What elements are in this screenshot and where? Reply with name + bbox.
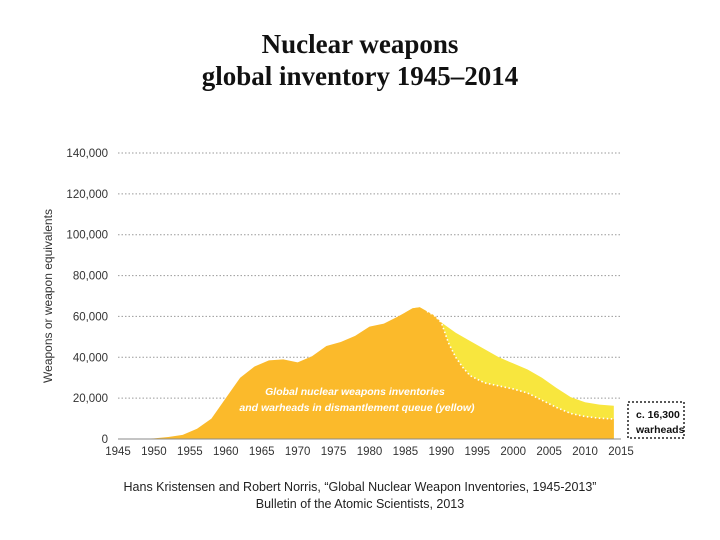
x-tick-label: 1995 <box>464 446 490 458</box>
y-tick-label: 40,000 <box>73 352 108 364</box>
y-tick-label: 60,000 <box>73 311 108 323</box>
x-tick-labels: 1945 1950 1955 1960 1965 1970 1975 1980 1985 1990… <box>105 446 634 458</box>
y-tick-label: 0 <box>102 434 108 446</box>
y-tick-label: 140,000 <box>66 148 108 160</box>
chart-title: Nuclear weapons global inventory 1945–20… <box>0 28 720 92</box>
x-tick-label: 1960 <box>213 446 239 458</box>
x-tick-label: 1980 <box>357 446 383 458</box>
x-tick-label: 1990 <box>429 446 455 458</box>
x-tick-label: 1950 <box>141 446 167 458</box>
x-tick-label: 1945 <box>105 446 131 458</box>
source-line2: Bulletin of the Atomic Scientists, 2013 <box>255 497 465 511</box>
inside-annotation-line1: Global nuclear weapons inventories <box>265 386 445 398</box>
chart-title-line1: Nuclear weapons <box>261 29 459 59</box>
x-tick-label: 1975 <box>321 446 347 458</box>
x-tick-label: 1970 <box>285 446 311 458</box>
callout-line2: warheads <box>635 424 685 436</box>
y-tick-labels: 0 20,000 40,000 60,000 80,000 100,000 120,000 1… <box>66 148 108 446</box>
x-tick-label: 2005 <box>536 446 562 458</box>
x-tick-label: 2010 <box>572 446 598 458</box>
y-tick-label: 20,000 <box>73 393 108 405</box>
inventory-boundary-dotted-line <box>426 310 614 420</box>
x-tick-label: 1955 <box>177 446 203 458</box>
inside-annotation-line2: and warheads in dismantlement queue (yel… <box>239 402 475 414</box>
y-tick-label: 80,000 <box>73 271 108 283</box>
y-tick-label: 100,000 <box>66 230 108 242</box>
y-axis-label: Weapons or weapon equivalents <box>41 209 55 383</box>
x-tick-label: 2000 <box>500 446 526 458</box>
callout-box <box>627 401 685 439</box>
callout-line1: c. 16,300 <box>636 409 680 421</box>
x-tick-label: 2015 <box>608 446 634 458</box>
inventory-area <box>118 307 614 439</box>
x-tick-label: 1985 <box>393 446 419 458</box>
source-line1: Hans Kristensen and Robert Norris, “Glob… <box>123 480 597 494</box>
chart-title-line2: global inventory 1945–2014 <box>201 61 519 91</box>
y-tick-label: 120,000 <box>66 189 108 201</box>
source-citation: Hans Kristensen and Robert Norris, “Glob… <box>0 479 720 513</box>
x-tick-label: 1965 <box>249 446 275 458</box>
